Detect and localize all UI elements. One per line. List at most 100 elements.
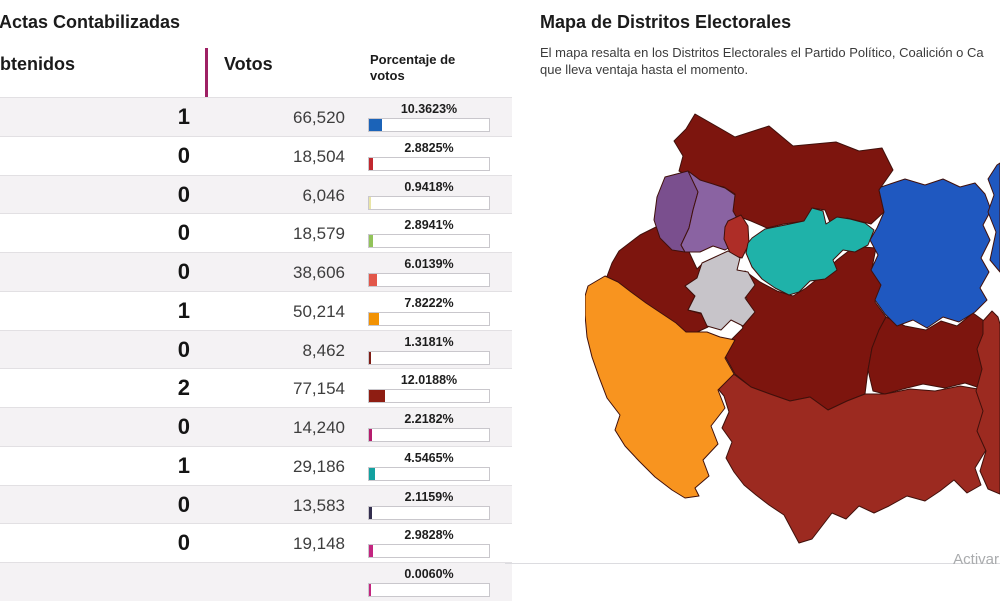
table-row: 1 66,520 10.3623% [0,97,512,136]
activate-windows-watermark: Activar [953,551,999,568]
votes-value: 50,214 [293,301,345,321]
map-district-south[interactable] [713,369,995,544]
results-panel-title: Actas Contabilizadas [0,12,181,32]
districts-won-value: 0 [177,181,190,207]
votes-value: 18,579 [293,224,345,244]
percentage-bar-fill [369,196,371,209]
percentage-bar-fill [369,390,385,403]
table-row: 0 18,504 2.8825% [0,135,512,175]
votes-value: 13,583 [293,495,345,515]
table-row: 0 19,148 2.9828% [0,523,512,562]
table-row: 0 38,606 6.0139% [0,252,512,291]
percentage-bar-track [368,428,490,442]
map-description-line1: El mapa resalta en los Distritos Elector… [540,45,984,60]
map-description-line2: que lleva ventaja hasta el momento. [540,62,749,77]
percentage-bar-fill [369,545,373,558]
districts-won-value: 0 [177,414,190,439]
map-district-center-gray[interactable] [684,250,756,331]
percentage-bar-track [368,544,490,559]
votes-value: 18,504 [293,146,345,166]
vote-percentage-value: 1.3181% [404,334,454,349]
table-row: 0 6,046 0.9418% [0,174,512,214]
percentage-cell: 2.8941% [368,214,490,249]
map-district-east-strip[interactable] [975,310,1000,495]
map-panel-title: Mapa de Distritos Electorales [540,12,792,32]
percentage-cell: 1.3181% [368,331,490,365]
districts-won-value: 0 [177,220,190,246]
percentage-cell: 4.5465% [368,447,490,481]
percentage-bar-track [368,583,490,597]
percentage-bar-track [368,118,490,132]
table-row: 0 14,240 2.2182% [0,407,512,446]
percentage-cell: 2.2182% [368,408,490,442]
map-district-center-red[interactable] [723,214,750,259]
percentage-bar-fill [369,506,372,519]
vote-percentage-value: 12.0188% [400,373,458,388]
percentage-bar-fill [369,467,375,480]
districts-won-value: 0 [177,530,190,556]
percentage-bar-fill [369,312,380,325]
percentage-bar-track [368,195,490,210]
vote-percentage-value: 0.9418% [404,179,454,194]
table-row: 0 18,579 2.8941% [0,213,512,252]
votes-value: 38,606 [293,263,345,282]
percentage-bar-fill [369,274,377,286]
districts-won-value: 1 [177,104,190,129]
percentage-cell: 12.0188% [368,369,490,404]
districts-won-value: 1 [177,297,190,323]
votes-value: 14,240 [293,418,345,437]
results-table-body: 1 66,520 10.3623% 0 18,504 2.8825% 0 6,0… [0,97,512,601]
percentage-cell: 2.9828% [368,524,490,559]
percentage-cell: 2.8825% [368,137,490,171]
votes-value [190,563,345,601]
percentage-bar-fill [369,429,372,441]
table-row: 0 8,462 1.3181% [0,329,512,369]
votes-value: 66,520 [293,108,345,127]
districts-won-value: 2 [177,375,190,401]
vote-percentage-value: 2.2182% [404,412,454,426]
map-district-east-blue[interactable] [869,178,992,329]
column-header-obtained: btenidos [0,54,75,74]
votes-value: 19,148 [293,534,345,554]
electoral-districts-map [585,100,1000,565]
vote-percentage-value: 10.3623% [400,102,458,116]
percentage-bar-track [368,234,490,249]
percentage-bar-track [368,350,490,365]
vote-percentage-value: 7.8222% [404,295,454,310]
map-district-southwest[interactable] [585,275,736,499]
percentage-bar-track [368,466,490,481]
map-district-center-teal[interactable] [745,207,875,296]
map-panel: Mapa de Distritos Electorales El mapa re… [512,0,1000,574]
percentage-bar-fill [369,584,371,596]
percentage-bar-track [368,311,490,326]
percentage-bar-track [368,505,490,520]
column-header-percentage: Porcentaje de votos [370,52,456,84]
vote-percentage-value: 2.9828% [404,528,454,543]
percentage-bar-track [368,389,490,404]
percentage-cell: 2.1159% [368,486,490,520]
percentage-bar-track [368,156,490,171]
percentage-cell: 0.0060% [368,563,490,597]
votes-value: 77,154 [293,379,345,399]
percentage-bar-track [368,273,490,287]
votes-value: 6,046 [302,185,345,205]
table-row: 2 77,154 12.0188% [0,368,512,407]
table-row: 1 50,214 7.8222% [0,290,512,330]
percentage-cell: 6.0139% [368,253,490,287]
vote-percentage-value: 0.0060% [404,567,454,581]
percentage-cell: 10.3623% [368,98,490,132]
votes-value: 29,186 [293,456,345,476]
percentage-bar-fill [369,119,383,131]
map-district-east-blue-sliver[interactable] [987,162,1000,273]
percentage-cell: 7.8222% [368,292,490,326]
results-panel: Actas Contabilizadas btenidos Votos Porc… [0,0,512,601]
table-row: 0 13,583 2.1159% [0,484,512,524]
column-header-votes: Votos [224,54,273,74]
vote-percentage-value: 6.0139% [404,257,454,271]
votes-value: 8,462 [302,340,345,360]
percentage-bar-fill [369,235,373,248]
percentage-bar-fill [369,157,373,170]
percentage-cell: 0.9418% [368,176,490,210]
districts-won-value [0,563,190,601]
percentage-bar-fill [369,351,371,364]
